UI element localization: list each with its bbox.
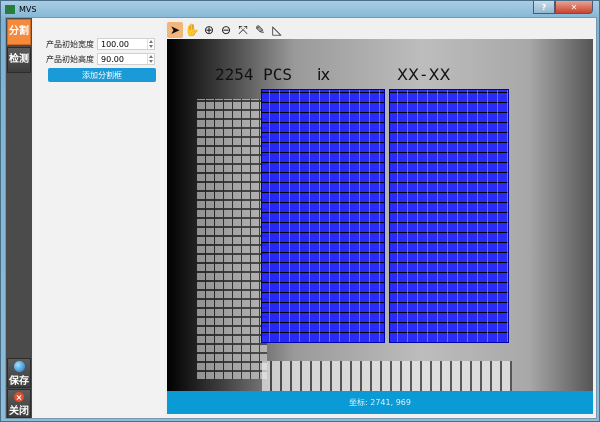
width-label: 产品初始宽度 xyxy=(46,39,94,49)
measure-triangle-icon[interactable]: ◺ xyxy=(272,23,282,37)
sidebar-item-detect[interactable]: 检测 xyxy=(7,47,31,73)
settings-panel: 产品初始宽度 100.00 产品初始高度 90.00 添加分割框 xyxy=(34,18,164,418)
close-window-button[interactable]: ✕ xyxy=(555,1,593,14)
add-split-box-button[interactable]: 添加分割框 xyxy=(48,68,156,82)
width-spinner[interactable] xyxy=(147,39,154,49)
board-label-logo: ⅸ xyxy=(317,65,331,84)
board-label-code: ⅩⅩ-ⅩⅩ xyxy=(397,65,451,84)
close-circle-icon xyxy=(14,392,24,402)
height-spinner[interactable] xyxy=(147,54,154,64)
segment-grid-left[interactable] xyxy=(261,89,385,343)
height-value: 90.00 xyxy=(101,54,124,64)
image-toolbar: ➤ ✋ ⊕ ⊖ ⤧ ✎ ◺ xyxy=(167,22,285,38)
zoom-out-icon[interactable]: ⊖ xyxy=(220,23,232,37)
width-value: 100.00 xyxy=(101,39,129,49)
edit-rect-icon[interactable]: ✎ xyxy=(254,23,266,37)
window-title: MVS xyxy=(19,5,37,14)
height-label: 产品初始高度 xyxy=(46,54,94,64)
zoom-in-icon[interactable]: ⊕ xyxy=(203,23,215,37)
status-bar: 坐标: 2741, 969 xyxy=(167,391,593,414)
client-area: 分割 检测 保存 关闭 产品初始宽度 100.00 产品初始高度 90.00 添… xyxy=(5,17,597,419)
sidebar-item-segment[interactable]: 分割 xyxy=(7,19,31,45)
sidebar-item-close[interactable]: 关闭 xyxy=(7,389,31,418)
board-pattern-bottom xyxy=(262,361,512,391)
board-pattern xyxy=(197,99,267,379)
height-input[interactable]: 90.00 xyxy=(97,53,155,65)
help-button[interactable]: ? xyxy=(533,1,555,14)
close-label: 关闭 xyxy=(9,406,29,417)
pan-hand-icon[interactable]: ✋ xyxy=(184,23,200,37)
board-label-pcs: 2254 PCS xyxy=(215,65,293,84)
globe-save-icon xyxy=(13,361,25,372)
pointer-icon[interactable]: ➤ xyxy=(167,22,183,38)
app-icon xyxy=(5,5,15,14)
image-viewer[interactable]: 2254 PCS ⅸ ⅩⅩ-ⅩⅩ xyxy=(167,39,593,391)
title-bar: MVS xyxy=(5,3,36,16)
width-input[interactable]: 100.00 xyxy=(97,38,155,50)
sidebar: 分割 检测 保存 关闭 xyxy=(6,18,32,418)
sidebar-item-save[interactable]: 保存 xyxy=(7,358,31,388)
save-label: 保存 xyxy=(9,376,29,387)
fit-screen-icon[interactable]: ⤧ xyxy=(238,22,248,37)
segment-grid-right[interactable] xyxy=(389,89,509,343)
